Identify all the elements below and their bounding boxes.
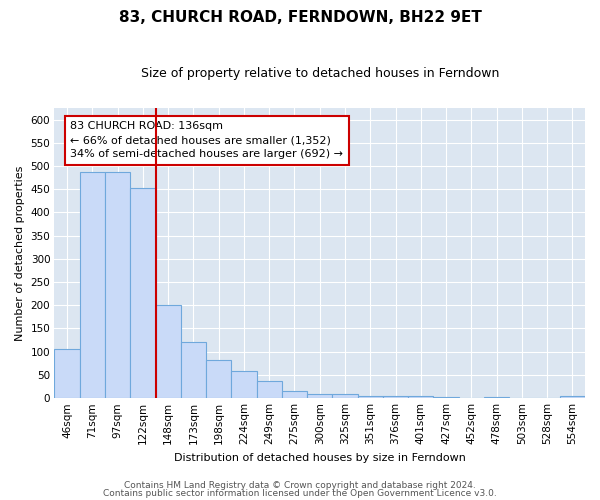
Bar xyxy=(206,360,232,398)
Bar xyxy=(484,397,509,398)
Text: Contains public sector information licensed under the Open Government Licence v3: Contains public sector information licen… xyxy=(103,488,497,498)
Bar xyxy=(383,396,408,398)
Bar xyxy=(105,172,130,398)
Bar xyxy=(155,305,181,398)
Bar xyxy=(433,397,458,398)
Y-axis label: Number of detached properties: Number of detached properties xyxy=(15,166,25,340)
Bar xyxy=(332,394,358,398)
Bar xyxy=(181,342,206,398)
Bar xyxy=(80,172,105,398)
Bar xyxy=(307,394,332,398)
Bar xyxy=(560,396,585,398)
Bar xyxy=(232,372,257,398)
Text: 83 CHURCH ROAD: 136sqm
← 66% of detached houses are smaller (1,352)
34% of semi-: 83 CHURCH ROAD: 136sqm ← 66% of detached… xyxy=(70,121,343,159)
X-axis label: Distribution of detached houses by size in Ferndown: Distribution of detached houses by size … xyxy=(174,452,466,462)
Title: Size of property relative to detached houses in Ferndown: Size of property relative to detached ho… xyxy=(140,68,499,80)
Text: Contains HM Land Registry data © Crown copyright and database right 2024.: Contains HM Land Registry data © Crown c… xyxy=(124,481,476,490)
Text: 83, CHURCH ROAD, FERNDOWN, BH22 9ET: 83, CHURCH ROAD, FERNDOWN, BH22 9ET xyxy=(119,10,481,25)
Bar xyxy=(358,396,383,398)
Bar xyxy=(130,188,155,398)
Bar xyxy=(282,392,307,398)
Bar xyxy=(55,349,80,398)
Bar xyxy=(257,380,282,398)
Bar xyxy=(408,396,433,398)
